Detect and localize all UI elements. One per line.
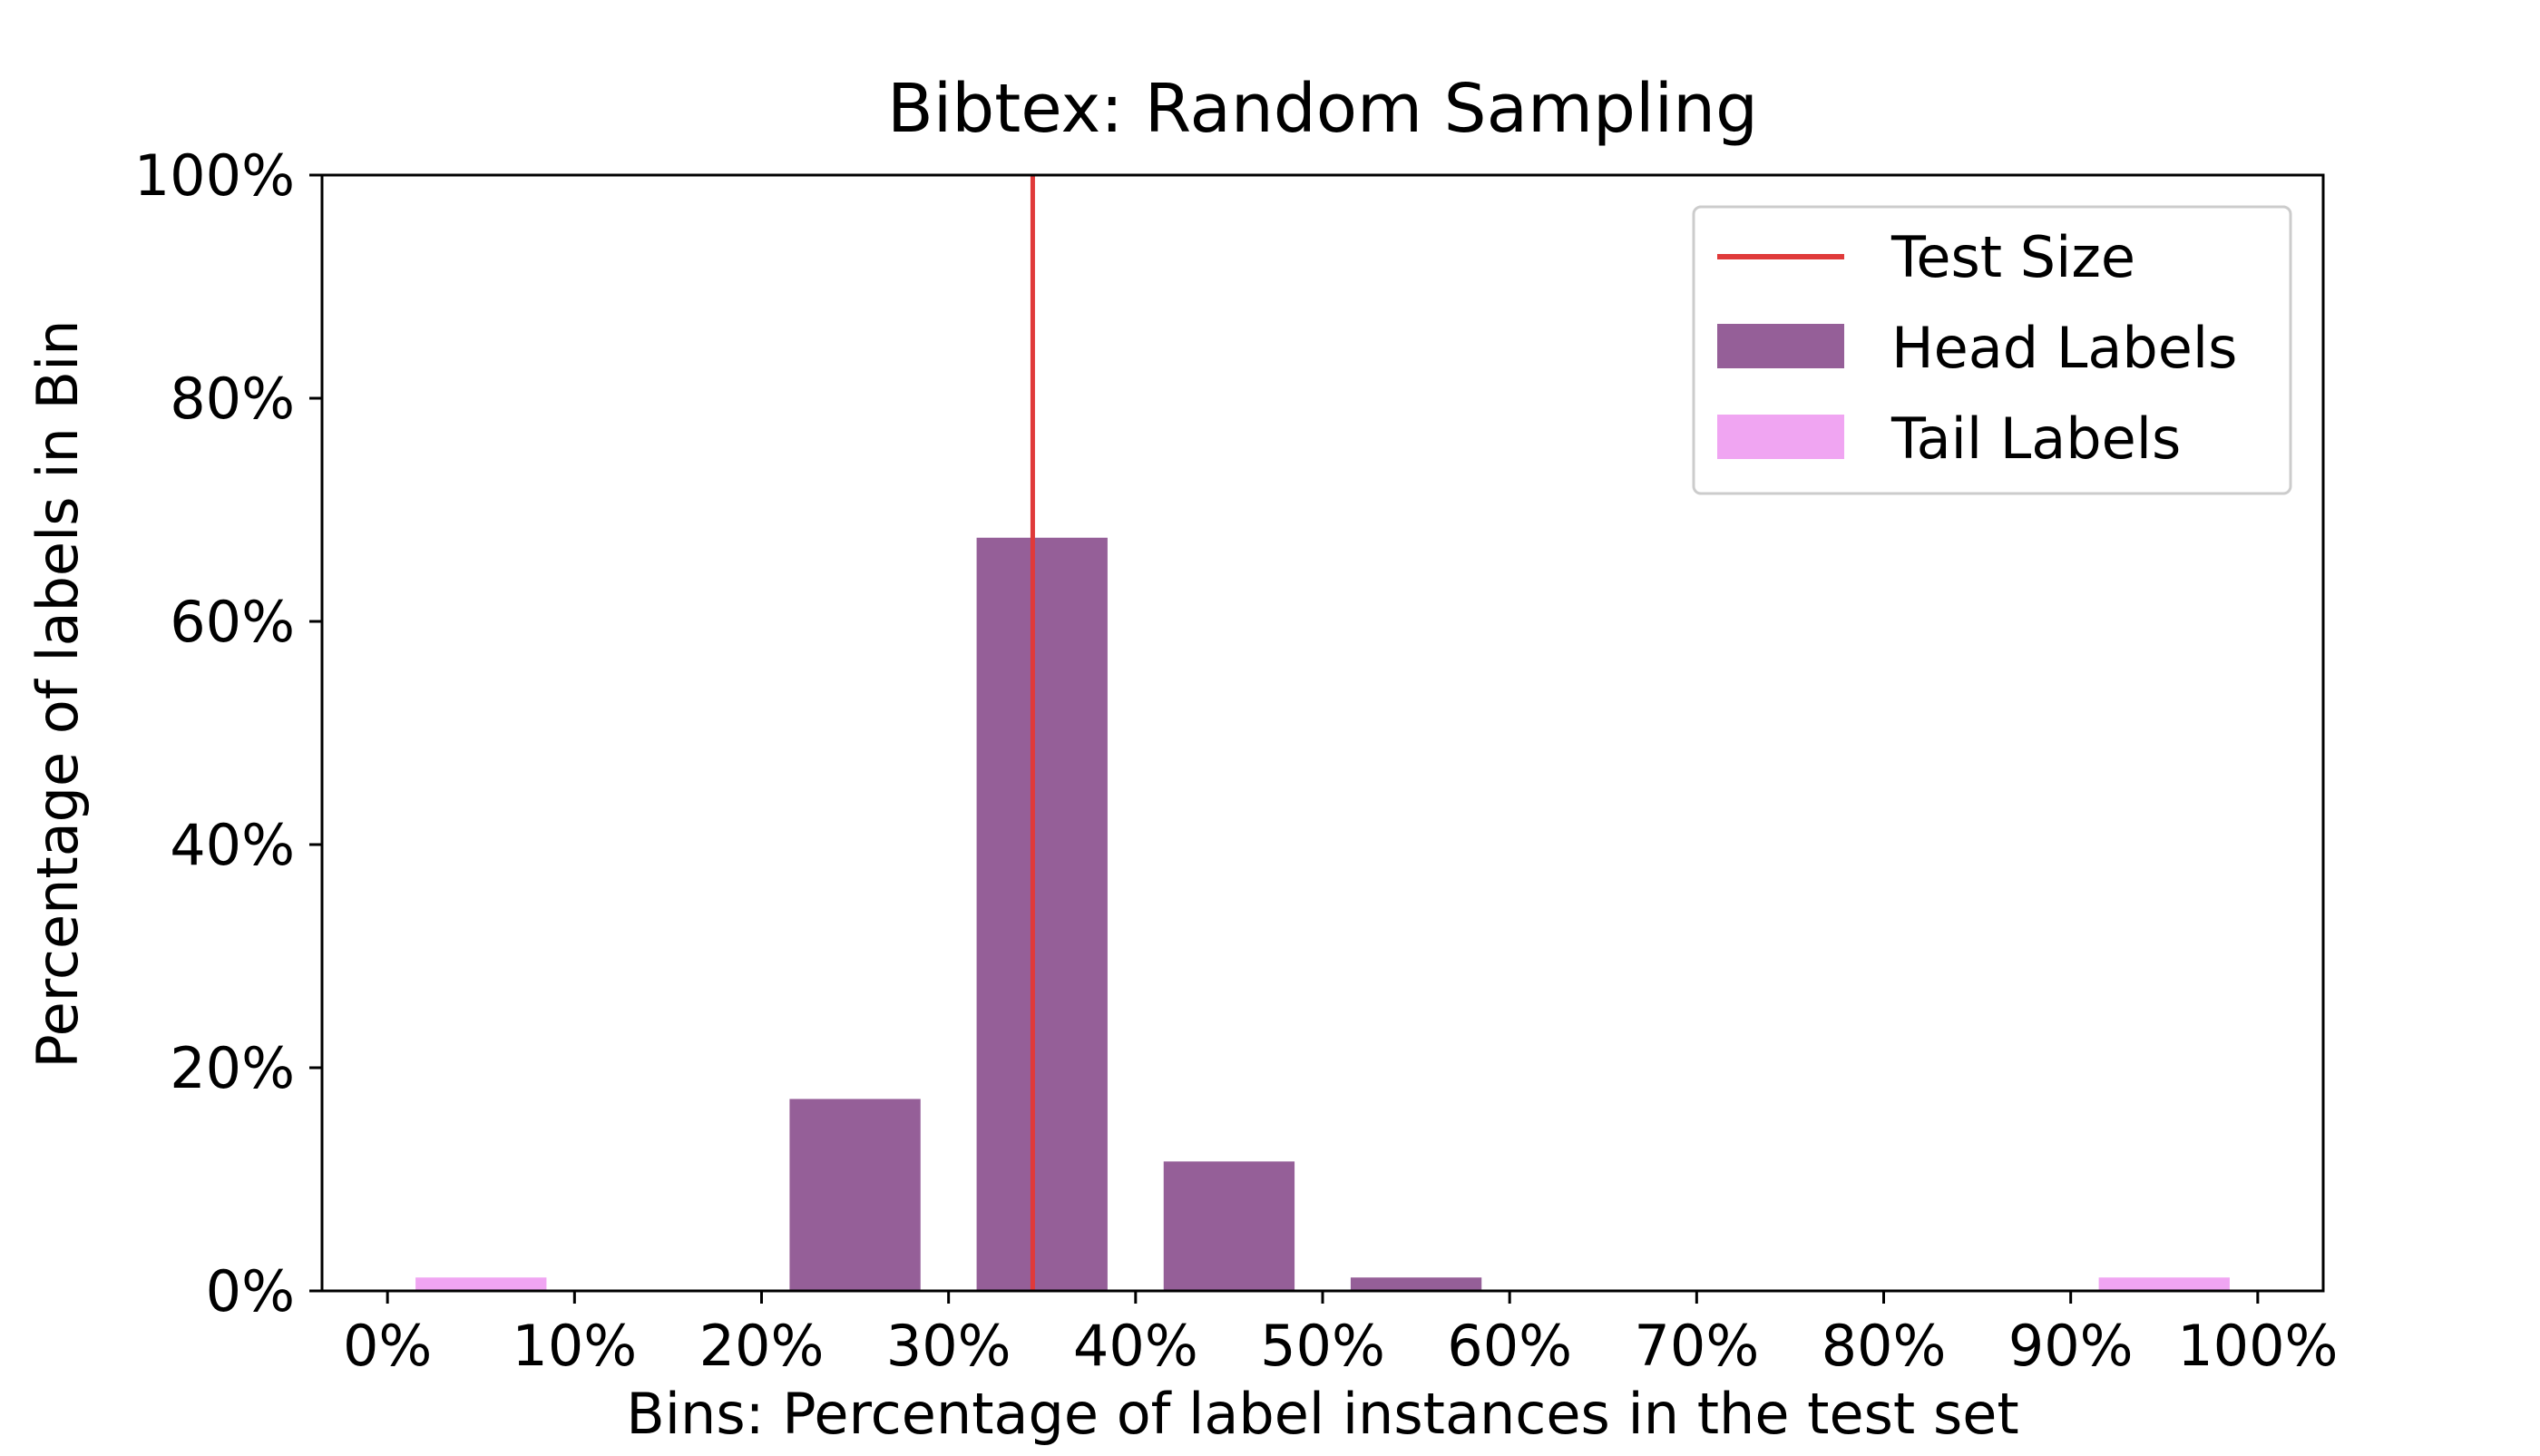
y-tick-label: 20%	[170, 1035, 295, 1101]
y-tick-label: 80%	[170, 366, 295, 432]
x-tick-label: 100%	[2177, 1313, 2338, 1379]
x-tick-label: 10%	[512, 1313, 637, 1379]
legend-label-test-size: Test Size	[1890, 224, 2135, 290]
legend-label-head-labels: Head Labels	[1891, 315, 2237, 381]
x-tick-label: 70%	[1634, 1313, 1759, 1379]
legend-swatch-tail-labels	[1717, 415, 1844, 459]
y-axis-label: Percentage of labels in Bin	[24, 319, 91, 1068]
legend-swatch-head-labels	[1717, 324, 1844, 368]
bars-group	[415, 537, 2230, 1291]
bar-head-labels-25	[789, 1099, 921, 1291]
y-tick-label: 60%	[170, 589, 295, 655]
x-tick-label: 80%	[1822, 1313, 1947, 1379]
y-tick-label: 100%	[134, 142, 295, 209]
y-axis-label-group: Percentage of labels in Bin	[24, 319, 91, 1068]
y-tick-label: 0%	[206, 1258, 295, 1324]
bar-head-labels-35	[976, 537, 1108, 1291]
bar-tail-labels-5	[415, 1277, 547, 1291]
y-ticks-group: 0% 20% 40% 60% 80% 100%	[134, 142, 322, 1324]
x-tick-label: 90%	[2008, 1313, 2134, 1379]
chart-title: Bibtex: Random Sampling	[887, 70, 1758, 148]
x-axis-label: Bins: Percentage of label instances in t…	[626, 1381, 2018, 1447]
x-tick-label: 50%	[1260, 1313, 1385, 1379]
x-ticks-group: 0% 10% 20% 30% 40% 50% 60% 70% 80% 90% 100%	[343, 1291, 2338, 1379]
x-tick-label: 0%	[343, 1313, 432, 1379]
x-tick-label: 20%	[699, 1313, 825, 1379]
bar-head-labels-55	[1350, 1277, 1482, 1291]
y-tick-label: 40%	[170, 812, 295, 878]
x-tick-label: 40%	[1073, 1313, 1198, 1379]
bar-head-labels-45	[1163, 1161, 1295, 1291]
legend-label-tail-labels: Tail Labels	[1890, 406, 2181, 472]
x-tick-label: 60%	[1447, 1313, 1572, 1379]
x-tick-label: 30%	[886, 1313, 1011, 1379]
legend: Test Size Head Labels Tail Labels	[1692, 205, 2292, 495]
bar-tail-labels-95	[2098, 1277, 2230, 1291]
